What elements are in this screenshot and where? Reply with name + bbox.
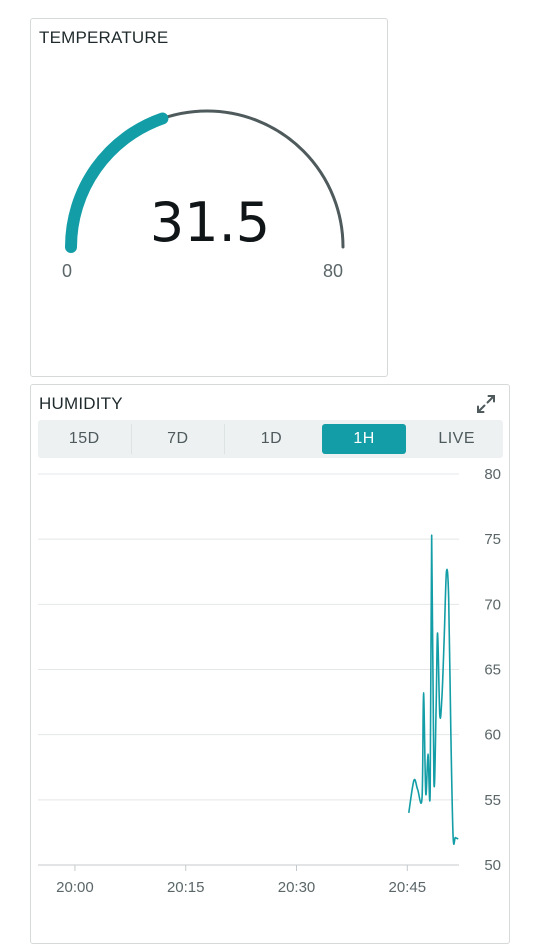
temperature-value: 31.5 — [149, 191, 271, 254]
temperature-gauge — [65, 109, 345, 253]
y-tick-label: 50 — [484, 857, 501, 874]
tab-7d[interactable]: 7D — [167, 430, 189, 447]
y-tick-label: 55 — [484, 792, 501, 809]
y-tick-label: 65 — [484, 662, 501, 679]
gauge-max-label: 80 — [323, 261, 344, 281]
y-tick-label: 60 — [484, 727, 501, 744]
temperature-title: TEMPERATURE — [39, 28, 169, 47]
x-tick-label: 20:15 — [167, 879, 205, 895]
expand-arrows-icon[interactable] — [475, 393, 497, 415]
tab-divider — [130, 424, 132, 454]
humidity-series-line — [407, 534, 459, 845]
temperature-widget: TEMPERATURE 31.5 0 80 — [30, 18, 388, 377]
x-tick-label: 20:00 — [56, 879, 94, 895]
gauge-min-label: 0 — [62, 261, 73, 281]
gauge-fill — [65, 112, 169, 253]
x-tick-label: 20:45 — [389, 879, 427, 895]
humidity-chart: 80 75 70 65 60 55 50 20:00 20:15 20:30 20:45 — [38, 466, 501, 895]
y-tick-label: 70 — [484, 596, 501, 613]
y-tick-label: 80 — [484, 466, 501, 483]
humidity-widget: HUMIDITY 15D 7D 1D 1H LIVE 80 75 70 65 60 55 5… — [30, 384, 510, 944]
y-tick-label: 75 — [484, 531, 501, 548]
tab-15d[interactable]: 15D — [68, 430, 100, 447]
tab-live[interactable]: LIVE — [438, 430, 476, 447]
humidity-title: HUMIDITY — [39, 394, 123, 413]
time-range-tabs: 15D 7D 1D 1H LIVE — [38, 420, 503, 458]
tab-divider — [224, 424, 226, 454]
x-tick-label: 20:30 — [278, 879, 316, 895]
tab-1d[interactable]: 1D — [260, 430, 283, 447]
tab-1h[interactable]: 1H — [321, 424, 407, 454]
